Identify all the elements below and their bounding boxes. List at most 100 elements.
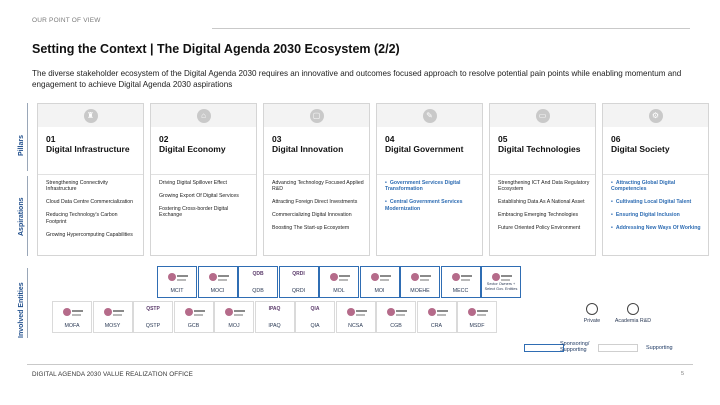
entity-logo: QIA [310,306,320,312]
entity-tile: MOI [359,266,400,298]
aspiration-list: Strengthening Connectivity Infrastructur… [46,180,138,244]
aspiration-item: Central Government Services Modernizatio… [385,199,477,212]
entity-tile: MOL [319,266,359,298]
entity-name: MOEHE [410,288,430,294]
pillar-header: ♜ [37,103,144,127]
entity-name: MCIT [170,288,184,294]
entity-tile: CGB [376,301,416,333]
aspiration-item: Future Oriented Policy Environment [498,225,581,232]
entities-row-label: Involved Entities [18,282,25,338]
pillar-name: Digital Technologies [498,144,581,154]
slide-subtitle: The diverse stakeholder ecosystem of the… [32,69,682,89]
entity-logo [468,306,488,318]
entity-tile: GCB [173,301,214,333]
aspiration-item: Growing Hypercomputing Capabilities [46,231,133,238]
pillar-name: Digital Economy [159,144,226,154]
entity-name: MOJ [228,323,240,329]
aspiration-item: Cultivating Local Digital Talent [611,199,703,205]
pillar-number: 06 [611,134,621,144]
entity-name: MOSY [104,323,121,329]
entity-logo [427,306,448,318]
entity-name: Sector Owners + Select Gov. Entities [484,282,518,291]
entity-tile: MOCI [197,266,238,298]
pillars-row-line [27,103,28,171]
pillar-number: 01 [46,134,56,144]
aspiration-item: Ensuring Digital Inclusion [611,212,703,218]
entity-name: MOCI [210,288,225,294]
entity-logo: QRDI [292,271,305,277]
pillar-card: ▢ 03 Digital Innovation Advancing Technolog… [263,103,370,256]
legend-supporting-label: Supporting [646,345,673,351]
entity-logo: QSTP [146,306,160,312]
legend-sponsoring-swatch [524,344,564,352]
entity-name: QRDI [291,288,306,294]
entity-tile: NCSA [335,301,376,333]
entity-tile: MOFA [52,301,92,333]
entity-tile: Sector Owners + Select Gov. Entities [481,266,521,298]
entity-name: MSDF [469,323,485,329]
aspiration-item: Strengthening ICT And Data Regulatory Ec… [498,180,590,193]
entity-tile: Academia R&D [613,301,653,333]
entity-name: CGB [390,323,402,329]
entity-logo [208,271,229,283]
entity-name: MOL [333,288,345,294]
entity-logo: QDB [252,271,264,277]
economy-icon: ⌂ [196,109,211,123]
pillar-card: ⌂ 02 Digital Economy Driving Digital Spillo… [150,103,257,256]
entity-name: QIA [310,323,320,329]
section-label: OUR POINT OF VIEW [32,17,101,24]
pillar-divider [490,174,595,175]
technologies-icon: ▭ [535,109,550,123]
pillar-divider [151,174,256,175]
top-divider [212,28,690,29]
pillar-divider [264,174,369,175]
pillar-card: ♜ 01 Digital Infrastructure Strengthening C… [37,103,144,256]
academia-icon [627,303,639,315]
pillar-header: ✎ [376,103,483,127]
pillar-name: Digital Government [385,144,464,154]
entity-name: NCSA [348,323,363,329]
entity-logo [184,306,205,318]
entity-logo: IPAQ [268,306,281,312]
entity-logo [411,271,431,283]
aspiration-list: Government Services Digital Transformati… [385,180,477,219]
pillar-card: ▭ 05 Digital Technologies Strengthening ICT… [489,103,596,256]
aspiration-item: Cloud Data Centre Commercialization [46,199,134,206]
society-icon: ⚙ [648,109,663,123]
legend-sponsoring-label: Sponsoring/ Supporting [560,341,590,353]
top-bar: OUR POINT OF VIEW [32,17,690,31]
page-number: 5 [681,371,685,377]
entity-name: IPAQ [268,323,281,329]
aspiration-list: Strengthening ICT And Data Regulatory Ec… [498,180,590,238]
entity-logo [168,271,188,283]
aspiration-list: Driving Digital Spillover Effect Growing … [159,180,251,225]
pillar-number: 05 [498,134,508,144]
entity-name: Academia R&D [614,318,652,324]
infrastructure-icon: ♜ [83,109,98,123]
aspiration-item: Driving Digital Spillover Effect [159,180,227,186]
entity-tile: MOJ [214,301,254,333]
entity-tile: MOSY [92,301,133,333]
pillar-number: 02 [159,134,169,144]
pillar-header: ⌂ [150,103,257,127]
slide-title: Setting the Context | The Digital Agenda… [32,42,400,56]
aspiration-item: Advancing Technology Focused Applied R&D [272,180,364,193]
pillar-name: Digital Society [611,144,670,154]
entity-name: MOFA [64,323,80,329]
aspiration-item: Growing Export Of Digital Services [159,192,239,199]
entity-tile: MCIT [157,266,197,298]
entity-logo [451,271,472,283]
entity-logo [103,306,124,318]
entity-logo [387,306,407,318]
aspirations-row-line [27,176,28,256]
pillar-number: 04 [385,134,395,144]
entity-tile: QSTP QSTP [133,301,173,333]
entity-name: CRA [430,323,443,329]
pillar-name: Digital Infrastructure [46,144,130,154]
aspiration-item: Attracting Foreign Direct Investments [272,199,358,206]
aspiration-list: Attracting Global Digital Competencies Cu… [611,180,703,238]
entity-logo [346,306,367,318]
aspirations-row-label: Aspirations [18,197,25,236]
aspiration-item: Embracing Emerging Technologies [498,212,579,219]
